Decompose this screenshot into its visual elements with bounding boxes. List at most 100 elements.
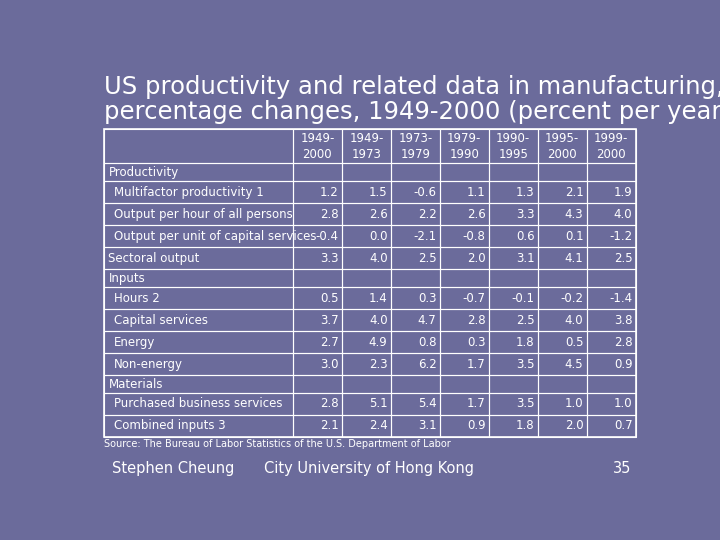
Bar <box>104 353 293 375</box>
Text: 1979-
1990: 1979- 1990 <box>447 132 482 160</box>
Text: 2.2: 2.2 <box>418 208 436 221</box>
Bar <box>440 129 489 163</box>
Text: 2.7: 2.7 <box>320 335 338 348</box>
Bar <box>489 129 538 163</box>
Text: 0.0: 0.0 <box>369 230 387 242</box>
Bar <box>342 203 391 225</box>
Bar <box>538 415 587 437</box>
Text: 2.6: 2.6 <box>467 208 485 221</box>
Text: 2.6: 2.6 <box>369 208 387 221</box>
Text: Productivity: Productivity <box>109 166 179 179</box>
Bar <box>587 353 636 375</box>
Text: 1.9: 1.9 <box>613 186 632 199</box>
Bar <box>587 331 636 353</box>
Text: 1.7: 1.7 <box>467 357 485 370</box>
Text: Purchased business services: Purchased business services <box>114 397 282 410</box>
Text: 3.1: 3.1 <box>516 252 534 265</box>
Bar <box>538 309 587 331</box>
Text: 1.0: 1.0 <box>613 397 632 410</box>
Text: 2.8: 2.8 <box>613 335 632 348</box>
Bar <box>342 225 391 247</box>
Bar <box>293 269 342 287</box>
Bar <box>538 203 587 225</box>
Text: 3.7: 3.7 <box>320 314 338 327</box>
Text: 0.5: 0.5 <box>565 335 583 348</box>
Text: 1.3: 1.3 <box>516 186 534 199</box>
Bar <box>538 163 587 181</box>
Text: US productivity and related data in manufacturing,: US productivity and related data in manu… <box>104 75 720 99</box>
Text: 4.7: 4.7 <box>418 314 436 327</box>
Text: 4.0: 4.0 <box>369 252 387 265</box>
Text: percentage changes, 1949-2000 (percent per year): percentage changes, 1949-2000 (percent p… <box>104 100 720 124</box>
Bar <box>440 309 489 331</box>
Bar <box>104 129 636 437</box>
Text: Energy: Energy <box>114 335 156 348</box>
Text: Inputs: Inputs <box>109 272 145 285</box>
Text: 0.9: 0.9 <box>467 420 485 433</box>
Text: 4.0: 4.0 <box>369 314 387 327</box>
Text: 3.0: 3.0 <box>320 357 338 370</box>
Bar <box>342 375 391 393</box>
Bar <box>587 181 636 203</box>
Text: 0.8: 0.8 <box>418 335 436 348</box>
Text: Output per unit of capital services: Output per unit of capital services <box>114 230 317 242</box>
Bar <box>587 393 636 415</box>
Bar <box>293 129 342 163</box>
Bar <box>587 415 636 437</box>
Bar <box>342 163 391 181</box>
Bar <box>489 203 538 225</box>
Bar <box>104 203 293 225</box>
Bar <box>538 375 587 393</box>
Text: Stephen Cheung: Stephen Cheung <box>112 462 235 476</box>
Bar <box>391 203 440 225</box>
Text: Capital services: Capital services <box>114 314 208 327</box>
Text: 2.0: 2.0 <box>564 420 583 433</box>
Text: -2.1: -2.1 <box>413 230 436 242</box>
Bar <box>391 181 440 203</box>
Bar <box>489 309 538 331</box>
Text: Materials: Materials <box>109 377 163 390</box>
Text: 2.1: 2.1 <box>320 420 338 433</box>
Text: 6.2: 6.2 <box>418 357 436 370</box>
Bar <box>342 129 391 163</box>
Text: Multifactor productivity 1: Multifactor productivity 1 <box>114 186 264 199</box>
Text: 2.8: 2.8 <box>467 314 485 327</box>
Bar <box>391 163 440 181</box>
Bar <box>489 415 538 437</box>
Bar <box>489 225 538 247</box>
Bar <box>489 375 538 393</box>
Bar <box>391 331 440 353</box>
Bar <box>440 415 489 437</box>
Text: 1.1: 1.1 <box>467 186 485 199</box>
Bar <box>440 247 489 269</box>
Text: 5.4: 5.4 <box>418 397 436 410</box>
Bar <box>587 203 636 225</box>
Bar <box>489 331 538 353</box>
Text: City University of Hong Kong: City University of Hong Kong <box>264 462 474 476</box>
Bar <box>440 393 489 415</box>
Text: 1.2: 1.2 <box>320 186 338 199</box>
Text: 0.3: 0.3 <box>467 335 485 348</box>
Bar <box>489 163 538 181</box>
Text: 2.3: 2.3 <box>369 357 387 370</box>
Bar <box>587 309 636 331</box>
Bar <box>440 353 489 375</box>
Bar <box>391 415 440 437</box>
Text: 35: 35 <box>613 462 631 476</box>
Bar <box>104 287 293 309</box>
Bar <box>293 353 342 375</box>
Bar <box>440 287 489 309</box>
Bar <box>538 331 587 353</box>
Text: -0.4: -0.4 <box>315 230 338 242</box>
Text: 2.4: 2.4 <box>369 420 387 433</box>
Text: Combined inputs 3: Combined inputs 3 <box>114 420 225 433</box>
Bar <box>104 163 293 181</box>
Text: 2.5: 2.5 <box>418 252 436 265</box>
Bar <box>538 393 587 415</box>
Text: 2.5: 2.5 <box>613 252 632 265</box>
Bar <box>342 247 391 269</box>
Text: 1.8: 1.8 <box>516 420 534 433</box>
Text: 2.8: 2.8 <box>320 208 338 221</box>
Text: 1999-
2000: 1999- 2000 <box>594 132 629 160</box>
Text: -1.2: -1.2 <box>609 230 632 242</box>
